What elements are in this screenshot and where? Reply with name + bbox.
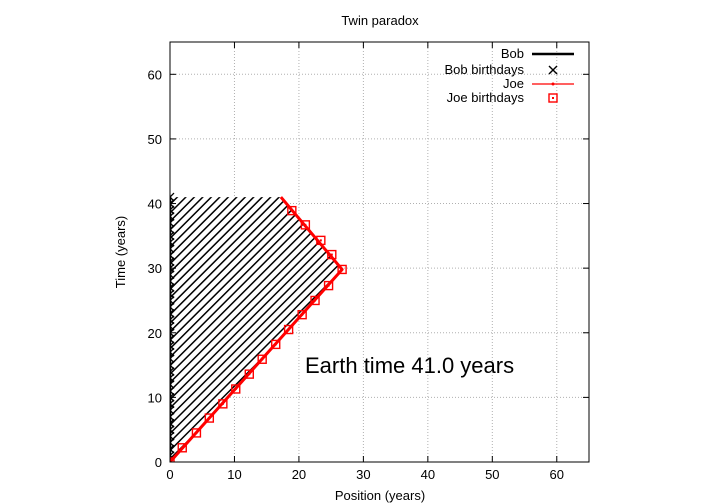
joe-birthday-marker <box>204 413 215 423</box>
joe-birthday-marker <box>218 399 228 409</box>
bob-birthday-marker <box>170 308 175 318</box>
bob-birthday-marker <box>170 367 175 376</box>
legend-label-bob-birthdays: Bob birthdays <box>445 62 525 77</box>
bob-birthday-marker <box>170 438 175 448</box>
bob-birthday-marker <box>170 334 175 344</box>
bob-birthday-marker <box>170 373 175 383</box>
legend-label-joe-birthdays: Joe birthdays <box>447 90 525 105</box>
hatched-region <box>170 197 343 462</box>
bob-birthday-marker <box>170 302 175 312</box>
y-tick-label: 50 <box>148 132 162 147</box>
joe-birthday-marker <box>297 309 307 320</box>
bob-birthday-marker <box>170 231 175 241</box>
y-tick-label: 40 <box>148 197 162 212</box>
x-axis-label: Position (years) <box>335 488 425 503</box>
bob-birthday-marker <box>170 212 175 221</box>
joe-birthday-marker <box>231 384 241 394</box>
bob-birthday-marker <box>170 405 175 415</box>
legend-swatch-joe-birthdays <box>548 93 558 103</box>
legend-swatch-joe <box>532 82 574 86</box>
bob-birthday-marker <box>170 257 175 267</box>
bob-birthday-marker <box>170 360 175 370</box>
bob-birthday-marker <box>170 418 175 428</box>
bob-birthday-marker <box>170 244 175 254</box>
bob-birthday-marker <box>170 425 175 435</box>
bob-birthday-marker <box>170 321 175 331</box>
bob-birthday-marker <box>170 263 175 273</box>
bob-birthday-marker <box>170 315 175 325</box>
joe-birthday-marker <box>287 205 297 216</box>
y-axis-label: Time (years) <box>113 216 128 288</box>
bob-birthday-marker <box>170 270 175 280</box>
chart-title: Twin paradox <box>341 13 419 28</box>
legend-swatch-bob-birthdays <box>548 65 558 75</box>
bob-birthday-marker <box>170 412 175 422</box>
bob-birthday-marker <box>170 386 175 396</box>
x-tick-label: 60 <box>550 467 564 482</box>
bob-birthday-marker <box>170 250 175 260</box>
joe-birthday-marker <box>257 354 267 364</box>
series-layer <box>170 192 347 462</box>
bob-birthday-marker <box>170 205 175 215</box>
x-tick-label: 0 <box>166 467 173 482</box>
bob-birthday-marker <box>170 399 175 409</box>
joe-birthday-marker <box>244 369 254 379</box>
bob-birthday-marker <box>170 354 175 364</box>
bob-birthday-marker <box>170 276 175 286</box>
joe-birthday-marker <box>191 428 202 438</box>
bob-birthday-marker <box>170 431 175 441</box>
y-tick-label: 60 <box>148 67 162 82</box>
hatched-area <box>170 197 343 462</box>
joe-birthday-marker <box>316 235 326 246</box>
annotation-earth-time: Earth time 41.0 years <box>305 353 514 378</box>
bob-birthday-marker <box>170 224 175 234</box>
x-tick-label: 50 <box>485 467 499 482</box>
bob-birthday-marker <box>170 341 175 351</box>
bob-birthday-marker <box>170 237 175 247</box>
y-tick-label: 20 <box>148 326 162 341</box>
y-tick-label: 30 <box>148 261 162 276</box>
x-tick-label: 30 <box>356 467 370 482</box>
bob-birthday-marker <box>170 328 175 338</box>
joe-birthday-marker <box>177 443 187 453</box>
bob-birthday-marker <box>170 444 175 454</box>
bob-birthday-marker <box>170 289 175 299</box>
bob-birthday-marker <box>170 192 175 202</box>
axis-ticks: 0 10 20 30 40 50 60 0 10 20 30 40 50 60 <box>148 42 589 482</box>
bob-birthday-marker <box>170 392 175 402</box>
joe-birthday-marker <box>271 339 281 350</box>
bob-birthday-marker <box>170 296 175 305</box>
joe-birthday-marker <box>337 264 347 275</box>
joe-birthday-marker <box>310 295 320 306</box>
bob-birthday-marker <box>170 283 175 292</box>
x-tick-label: 10 <box>227 467 241 482</box>
bob-birthday-marker <box>170 218 175 228</box>
joe-birthday-marker <box>300 220 311 230</box>
plot-frame <box>169 41 590 463</box>
bob-birthday-marker <box>170 199 175 208</box>
bob-birthday-marker <box>170 347 175 357</box>
joe-birthday-marker <box>323 280 334 291</box>
bob-birthday-marker <box>170 380 175 389</box>
x-tick-label: 20 <box>292 467 306 482</box>
y-tick-label: 0 <box>155 455 162 470</box>
legend-label-bob: Bob <box>501 46 524 61</box>
x-tick-label: 40 <box>421 467 435 482</box>
y-tick-label: 10 <box>148 390 162 405</box>
joe-birthday-marker <box>327 249 337 260</box>
legend: Bob Bob birthdays Joe Joe birthdays <box>445 46 574 105</box>
legend-label-joe: Joe <box>503 76 524 91</box>
joe-birthday-marker <box>283 324 294 335</box>
